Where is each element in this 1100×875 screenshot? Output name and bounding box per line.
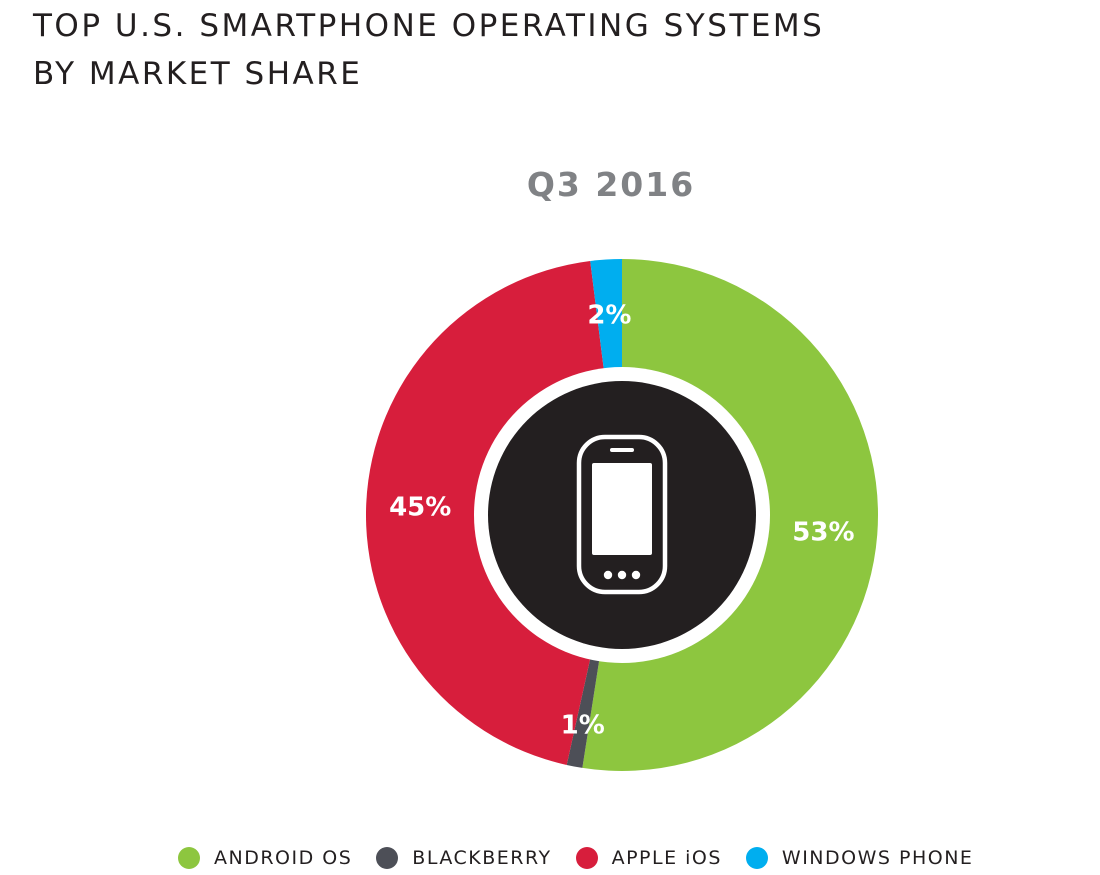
smartphone-icon	[576, 434, 668, 595]
legend-label-blackberry: BLACKBERRY	[412, 847, 552, 869]
chart-title-line-1: TOP U.S. SMARTPHONE OPERATING SYSTEMS	[33, 8, 825, 44]
legend-swatch-windows-phone	[745, 847, 768, 869]
legend-label-android-os: ANDROID OS	[214, 847, 353, 869]
legend-item-apple-ios: APPLE iOS	[575, 847, 722, 869]
legend-label-apple-ios: APPLE iOS	[611, 847, 722, 869]
data-labels: 53% 1% 45% 2%	[389, 300, 854, 740]
data-label-apple-ios: 45%	[389, 493, 451, 523]
chart-subtitle: Q3 2016	[527, 165, 695, 204]
legend-item-windows-phone: WINDOWS PHONE	[745, 847, 974, 869]
chart-title-line-2: BY MARKET SHARE	[33, 56, 363, 92]
chart-title: TOP U.S. SMARTPHONE OPERATING SYSTEMS BY…	[33, 2, 824, 98]
legend-swatch-android-os	[178, 847, 200, 869]
legend-label-windows-phone: WINDOWS PHONE	[781, 847, 974, 869]
data-label-blackberry: 1%	[561, 710, 605, 740]
data-label-windows-phone: 2%	[587, 300, 631, 330]
data-label-android-os: 53%	[792, 518, 854, 548]
legend-item-android-os: ANDROID OS	[178, 847, 352, 869]
legend-item-blackberry: BLACKBERRY	[376, 847, 551, 869]
legend: ANDROID OS BLACKBERRY APPLE iOS WINDOWS …	[178, 844, 973, 872]
donut-chart: Q3 2016 53% 1% 45% 2%	[365, 165, 879, 771]
legend-swatch-apple-ios	[575, 847, 598, 869]
legend-swatch-blackberry	[376, 847, 399, 869]
